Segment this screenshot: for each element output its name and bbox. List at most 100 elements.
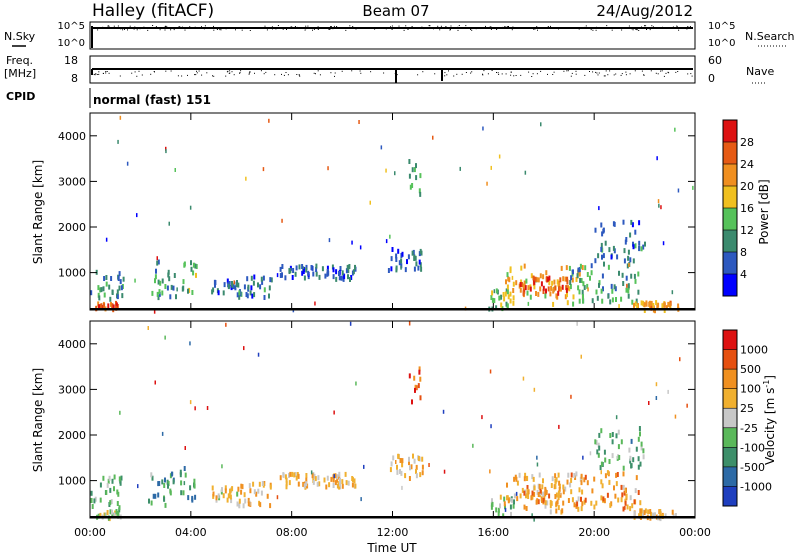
nave-point xyxy=(603,75,605,77)
nsky-point xyxy=(166,25,168,27)
nsky-point xyxy=(291,26,293,28)
echo-cell xyxy=(191,290,194,295)
colorbar-swatch xyxy=(723,208,737,230)
nave-point xyxy=(604,75,606,77)
echo-cell xyxy=(168,276,171,282)
echo-cell xyxy=(284,474,287,480)
nave-point xyxy=(170,70,172,72)
echo-cell xyxy=(194,263,197,269)
echo-cell xyxy=(572,301,575,307)
echo-cell xyxy=(506,284,509,290)
echo-cell xyxy=(107,303,110,309)
nave-point xyxy=(605,70,607,72)
echo-cell xyxy=(504,504,506,510)
echo-cell xyxy=(349,277,351,282)
x-tick-label: 20:00 xyxy=(578,526,610,539)
echo-cell xyxy=(548,493,551,499)
echo-cell xyxy=(164,335,166,340)
nave-point xyxy=(566,70,568,72)
echo-cell xyxy=(551,476,554,482)
echo-cell xyxy=(316,481,319,487)
echo-cell xyxy=(401,462,404,468)
echo-cell xyxy=(408,173,411,179)
nave-point xyxy=(165,70,167,72)
nsky-point xyxy=(213,25,214,27)
echo-cell xyxy=(238,290,241,296)
nave-point xyxy=(233,74,235,76)
echo-cell xyxy=(400,253,403,258)
nave-point xyxy=(563,70,565,72)
echo-cell xyxy=(536,498,539,504)
echo-cell xyxy=(258,481,261,487)
echo-cell xyxy=(634,278,637,284)
echo-cell xyxy=(679,357,681,362)
echo-cell xyxy=(642,244,645,250)
nsky-point xyxy=(115,27,117,29)
echo-cell xyxy=(595,500,598,506)
nsky-point xyxy=(402,27,403,29)
echo-cell xyxy=(315,267,318,272)
nsky-point xyxy=(391,28,393,30)
nsky-point xyxy=(338,27,340,29)
nsky-point xyxy=(305,25,307,27)
nave-point xyxy=(360,72,362,74)
echo-cell xyxy=(226,497,229,503)
echo-cell xyxy=(506,495,509,501)
echo-cell xyxy=(587,287,589,292)
nsky-point xyxy=(649,29,651,31)
nsky-point xyxy=(538,27,540,29)
nave-point xyxy=(520,74,522,76)
echo-cell xyxy=(498,154,501,159)
echo-cell xyxy=(564,486,567,492)
echo-cell xyxy=(567,498,570,503)
echo-cell xyxy=(635,446,638,452)
echo-cell xyxy=(542,289,545,294)
echo-cell xyxy=(538,472,541,478)
echo-cell xyxy=(648,401,650,405)
echo-cell xyxy=(326,265,329,271)
echo-cell xyxy=(622,484,625,490)
echo-cell xyxy=(495,288,498,294)
echo-cell xyxy=(557,490,560,496)
echo-cell xyxy=(336,474,339,480)
echo-cell xyxy=(617,454,620,460)
echo-cell xyxy=(321,266,324,272)
echo-cell xyxy=(570,472,573,478)
echo-cell xyxy=(392,455,395,461)
echo-cell xyxy=(507,498,510,504)
echo-cell xyxy=(97,285,100,291)
nave-point xyxy=(231,71,233,73)
nsky-point xyxy=(122,29,124,31)
echo-cell xyxy=(600,246,603,252)
x-tick-label: 12:00 xyxy=(377,526,409,539)
echo-cell xyxy=(634,243,637,249)
nave-point xyxy=(552,74,554,75)
echo-cell xyxy=(554,285,557,291)
power-panel: 1000 2000 3000 4000 Slant Range [km] 4 8 12 16… xyxy=(31,112,771,314)
echo-cell xyxy=(655,382,658,387)
echo-cell xyxy=(522,376,525,381)
echo-cell xyxy=(332,267,335,273)
echo-cell xyxy=(350,275,353,280)
echo-cell xyxy=(583,285,586,290)
echo-cell xyxy=(506,482,508,488)
echo-cell xyxy=(668,302,671,308)
echo-cell xyxy=(105,512,108,518)
echo-cell xyxy=(544,293,547,299)
echo-cell xyxy=(410,464,413,470)
echo-cell xyxy=(270,277,273,283)
echo-cell xyxy=(336,483,339,489)
echo-cell xyxy=(180,490,183,496)
nsky-point xyxy=(120,28,122,30)
echo-cell xyxy=(305,267,308,273)
echo-cell xyxy=(692,185,694,190)
nsky-point xyxy=(133,28,135,30)
echo-cell xyxy=(481,415,483,420)
echo-cell xyxy=(660,205,662,210)
echo-cell xyxy=(226,278,229,284)
echo-cell xyxy=(559,492,562,498)
nsky-point xyxy=(536,26,538,28)
echo-cell xyxy=(642,454,645,460)
echo-cell xyxy=(285,477,288,483)
echo-cell xyxy=(633,302,635,308)
